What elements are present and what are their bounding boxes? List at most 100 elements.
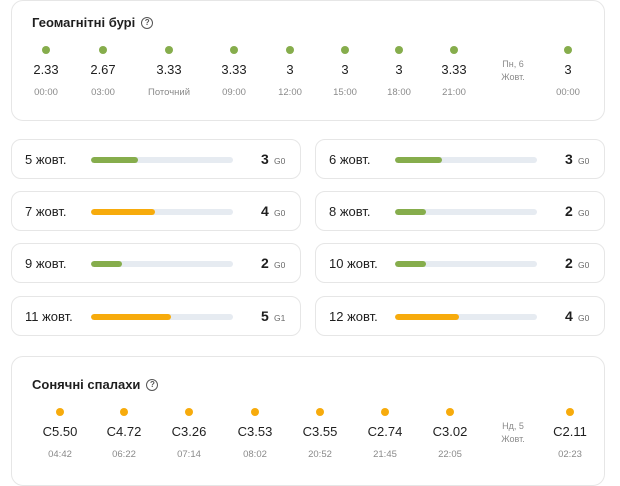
- point-time: 15:00: [333, 87, 357, 98]
- point-time: 20:52: [308, 449, 332, 460]
- kp-bar: [395, 209, 537, 215]
- forecast-day-card[interactable]: 6 жовт. 3 G0: [315, 139, 605, 179]
- day-divider: Нд, 5 Жовт.: [478, 420, 548, 446]
- timeline-point: C5.50 04:42: [25, 408, 95, 461]
- kp-bar: [91, 261, 233, 267]
- forecast-day-card[interactable]: 8 жовт. 2 G0: [315, 191, 605, 231]
- point-value: C2.74: [367, 424, 403, 439]
- kp-value: 3: [261, 151, 269, 167]
- timeline-point: 2.67 03:00: [68, 46, 138, 99]
- point-value: 3.33: [156, 62, 182, 77]
- point-dot: [446, 408, 454, 416]
- forecast-day-card[interactable]: 5 жовт. 3 G0: [11, 139, 301, 179]
- day-label: 8 жовт.: [329, 204, 371, 219]
- storm-scale: G0: [578, 260, 590, 270]
- timeline-point: 3 00:00: [533, 46, 603, 99]
- point-time: 02:23: [558, 449, 582, 460]
- storm-scale: G0: [274, 156, 286, 166]
- point-dot: [450, 46, 458, 54]
- point-time: Поточний: [147, 87, 191, 98]
- point-time: 12:00: [278, 87, 302, 98]
- timeline-point: 3.33 Поточний: [134, 46, 204, 99]
- kp-bar-fill: [91, 157, 138, 163]
- kp-bar-fill: [395, 157, 442, 163]
- point-value: C3.53: [237, 424, 273, 439]
- kp-bar-fill: [395, 261, 427, 267]
- point-time: 09:00: [222, 87, 246, 98]
- kp-bar-fill: [395, 314, 459, 320]
- point-time: 06:22: [112, 449, 136, 460]
- kp-bar: [91, 157, 233, 163]
- point-value: C2.11: [553, 424, 587, 439]
- point-dot: [381, 408, 389, 416]
- storms-title-text: Геомагнітні бурі: [32, 15, 136, 30]
- forecast-day-card[interactable]: 11 жовт. 5 G1: [11, 296, 301, 336]
- point-dot: [185, 408, 193, 416]
- point-dot: [286, 46, 294, 54]
- kp-value: 4: [261, 203, 269, 219]
- divider-day: Пн, 6: [502, 59, 524, 69]
- kp-value: 2: [261, 255, 269, 271]
- day-label: 6 жовт.: [329, 152, 371, 167]
- help-icon[interactable]: ?: [146, 378, 159, 391]
- day-label: 9 жовт.: [25, 256, 67, 271]
- point-value: 3: [395, 62, 403, 77]
- kp-bar: [91, 209, 233, 215]
- timeline-point: C2.74 21:45: [350, 408, 420, 461]
- point-dot: [56, 408, 64, 416]
- point-value: C3.26: [171, 424, 207, 439]
- geomagnetic-storms-card: Геомагнітні бурі ? 2.33 00:00 2.67 03:00 3.3…: [11, 0, 605, 121]
- forecast-day-card[interactable]: 12 жовт. 4 G0: [315, 296, 605, 336]
- timeline-point: 3.33 09:00: [199, 46, 269, 99]
- timeline-point: C4.72 06:22: [89, 408, 159, 461]
- point-time: 00:00: [556, 87, 580, 98]
- storm-scale: G0: [578, 208, 590, 218]
- divider-day: Нд, 5: [502, 421, 524, 431]
- kp-value: 4: [565, 308, 573, 324]
- point-value: 3: [286, 62, 294, 77]
- storm-scale: G0: [274, 260, 286, 270]
- divider-month: Жовт.: [501, 72, 525, 82]
- point-time: 03:00: [91, 87, 115, 98]
- point-value: 2.33: [33, 62, 59, 77]
- timeline-point: 2.33 00:00: [11, 46, 81, 99]
- forecast-day-card[interactable]: 9 жовт. 2 G0: [11, 243, 301, 283]
- point-dot: [251, 408, 259, 416]
- point-dot: [99, 46, 107, 54]
- help-icon[interactable]: ?: [141, 16, 154, 29]
- storm-scale: G0: [578, 313, 590, 323]
- forecast-day-card[interactable]: 10 жовт. 2 G0: [315, 243, 605, 283]
- point-dot: [230, 46, 238, 54]
- point-dot: [120, 408, 128, 416]
- timeline-point: 3 15:00: [310, 46, 380, 99]
- storms-title: Геомагнітні бурі ?: [32, 15, 154, 30]
- point-dot: [341, 46, 349, 54]
- kp-bar: [395, 314, 537, 320]
- point-value: C4.72: [106, 424, 142, 439]
- point-time: 21:00: [442, 87, 466, 98]
- day-label: 5 жовт.: [25, 152, 67, 167]
- forecast-day-card[interactable]: 7 жовт. 4 G0: [11, 191, 301, 231]
- point-time: 00:00: [34, 87, 58, 98]
- kp-bar: [395, 157, 537, 163]
- point-time: 21:45: [373, 449, 397, 460]
- kp-bar-fill: [91, 314, 171, 320]
- point-value: 3: [341, 62, 349, 77]
- point-value: 3: [564, 62, 572, 77]
- point-value: C3.02: [432, 424, 468, 439]
- point-dot: [566, 408, 574, 416]
- point-dot: [395, 46, 403, 54]
- kp-value: 2: [565, 203, 573, 219]
- timeline-point: C3.02 22:05: [415, 408, 485, 461]
- storm-scale: G0: [274, 208, 286, 218]
- day-label: 10 жовт.: [329, 256, 378, 271]
- flares-title-text: Сонячні спалахи: [32, 377, 141, 392]
- kp-bar-fill: [395, 209, 427, 215]
- point-value: 3.33: [441, 62, 467, 77]
- point-value: C3.55: [302, 424, 338, 439]
- timeline-point: C2.11 02:23: [535, 408, 605, 461]
- point-time: 04:42: [48, 449, 72, 460]
- kp-bar: [395, 261, 537, 267]
- point-dot: [42, 46, 50, 54]
- flares-title: Сонячні спалахи ?: [32, 377, 159, 392]
